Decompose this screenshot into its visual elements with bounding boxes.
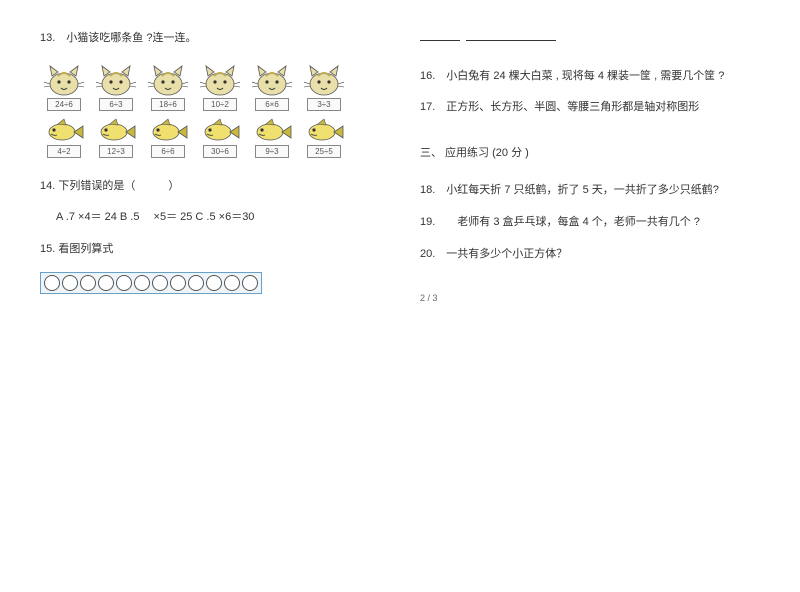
fish-item: 30÷6 — [196, 117, 244, 158]
fish-row: 4÷2 12÷3 6÷6 30÷6 9÷3 25÷5 — [40, 117, 380, 158]
q20-text: 20. 一共有多少个小正方体？ — [420, 246, 760, 264]
cat-item: 6×6 — [248, 62, 296, 111]
fish-expr: 4÷2 — [47, 145, 81, 158]
cat-item: 3÷3 — [300, 62, 348, 111]
q18-text: 18. 小红每天折 7 只纸鹤，折了 5 天，一共折了多少只纸鹤? — [420, 182, 760, 200]
fish-expr: 25÷5 — [307, 145, 341, 158]
cats-row: 24÷6 6÷3 18÷6 10÷2 — [40, 62, 380, 111]
cat-item: 24÷6 — [40, 62, 88, 111]
counter-circle — [152, 275, 168, 291]
cat-expr: 3÷3 — [307, 98, 341, 111]
q16-text: 16. 小白兔有 24 棵大白菜 , 现将每 4 棵装一筐 , 需要几个筐 ? — [420, 68, 760, 86]
fish-item: 4÷2 — [40, 117, 88, 158]
circles-strip — [40, 272, 262, 294]
right-column: 16. 小白兔有 24 棵大白菜 , 现将每 4 棵装一筐 , 需要几个筐 ? … — [400, 30, 780, 562]
cat-item: 10÷2 — [196, 62, 244, 111]
counter-circle — [206, 275, 222, 291]
fish-expr: 9÷3 — [255, 145, 289, 158]
counter-circle — [224, 275, 240, 291]
cat-expr: 6÷3 — [99, 98, 133, 111]
counter-circle — [116, 275, 132, 291]
counter-circle — [98, 275, 114, 291]
counter-circle — [170, 275, 186, 291]
cat-expr: 10÷2 — [203, 98, 237, 111]
fish-expr: 30÷6 — [203, 145, 237, 158]
counter-circle — [44, 275, 60, 291]
q14-options: A .7 ×4＝ 24 B .5 ×5＝ 25 C .5 ×6＝30 — [56, 209, 380, 227]
worksheet-page: 13. 小猫该吃哪条鱼 ?连一连。 24÷6 6÷3 — [0, 0, 800, 592]
cat-item: 6÷3 — [92, 62, 140, 111]
counter-circle — [242, 275, 258, 291]
fish-item: 6÷6 — [144, 117, 192, 158]
cat-expr: 18÷6 — [151, 98, 185, 111]
fish-item: 25÷5 — [300, 117, 348, 158]
fish-item: 9÷3 — [248, 117, 296, 158]
q14-text: 14. 下列错误的是（ ） — [40, 178, 380, 196]
counter-circle — [134, 275, 150, 291]
page-number: 2 / 3 — [420, 293, 760, 303]
counter-circle — [80, 275, 96, 291]
blank-lines — [420, 30, 760, 48]
fish-expr: 6÷6 — [151, 145, 185, 158]
q15-text: 15. 看图列算式 — [40, 241, 380, 259]
q13-text: 13. 小猫该吃哪条鱼 ?连一连。 — [40, 30, 380, 48]
left-column: 13. 小猫该吃哪条鱼 ?连一连。 24÷6 6÷3 — [20, 30, 400, 562]
cat-item: 18÷6 — [144, 62, 192, 111]
cat-expr: 6×6 — [255, 98, 289, 111]
fish-item: 12÷3 — [92, 117, 140, 158]
counter-circle — [188, 275, 204, 291]
section3-title: 三、 应用练习 (20 分 ) — [420, 145, 760, 163]
cat-expr: 24÷6 — [47, 98, 81, 111]
fish-expr: 12÷3 — [99, 145, 133, 158]
q17-text: 17. 正方形、长方形、半圆、等腰三角形都是轴对称图形 — [420, 99, 760, 117]
q19-text: 19. 老师有 3 盒乒乓球，每盒 4 个，老师一共有几个 ? — [420, 214, 760, 232]
counter-circle — [62, 275, 78, 291]
